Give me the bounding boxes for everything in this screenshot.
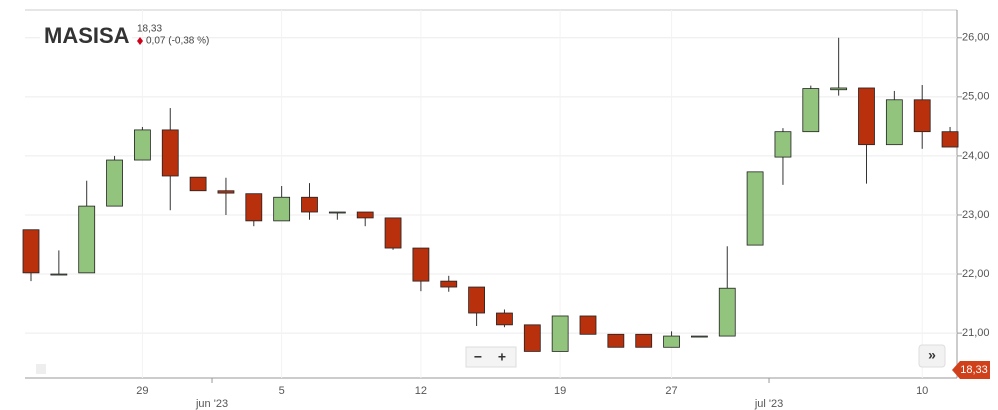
candle-body — [830, 87, 848, 91]
candle-body — [774, 131, 792, 158]
candle-body — [496, 312, 513, 326]
candle-body — [663, 335, 680, 348]
candle-body — [384, 217, 402, 249]
chart-title: MASISA — [44, 23, 130, 48]
candle-body — [523, 324, 541, 352]
candle-body — [245, 193, 263, 222]
last-price-tag — [952, 361, 990, 379]
x-tick-label: 27 — [665, 385, 677, 397]
x-tick-label: 5 — [279, 385, 285, 397]
zoom-controls[interactable] — [465, 346, 517, 368]
candle-body — [217, 190, 235, 194]
candle-body — [885, 99, 903, 146]
corner-handle — [36, 364, 46, 374]
month-label: jun '23 — [195, 398, 228, 410]
candle-body — [356, 211, 374, 219]
candle-body — [106, 159, 123, 207]
candle-body — [468, 286, 486, 314]
x-tick-label: 29 — [136, 385, 148, 397]
candle-body — [858, 87, 875, 146]
candle-body — [802, 88, 820, 133]
zoom-out[interactable]: − — [474, 349, 482, 365]
candle-body — [189, 176, 207, 192]
change: 0,07 (-0,38 %) — [146, 36, 209, 47]
scroll-button[interactable] — [918, 344, 946, 368]
y-tick-label: 24,00 — [962, 150, 990, 162]
candle-body — [133, 129, 151, 161]
month-label: jul '23 — [754, 398, 783, 410]
change-icon — [137, 37, 143, 45]
candle-body — [301, 196, 318, 213]
candle-body — [273, 196, 291, 222]
y-tick-label: 26,00 — [962, 32, 990, 44]
candle-body — [691, 335, 708, 338]
candle-body — [412, 247, 430, 282]
y-tick-label: 23,00 — [962, 209, 990, 221]
title-bg — [40, 20, 132, 52]
price: 18,33 — [137, 24, 162, 35]
candle-body — [941, 131, 959, 148]
candle-body — [579, 315, 597, 335]
candle-body — [607, 333, 625, 348]
candle-body — [50, 273, 68, 276]
candle-body — [161, 129, 179, 177]
candle-body — [746, 171, 764, 246]
candle-body — [78, 205, 96, 274]
candle-body — [22, 229, 40, 274]
last-price: 18,33 — [960, 364, 988, 376]
candle-body — [551, 315, 569, 352]
candle-body — [440, 280, 458, 288]
y-tick-label: 25,00 — [962, 91, 990, 103]
candle-body — [718, 287, 736, 337]
x-tick-label: 12 — [415, 385, 427, 397]
candle-body — [635, 333, 653, 348]
y-tick-label: 22,00 — [962, 268, 990, 280]
x-tick-label: 10 — [916, 385, 928, 397]
candle-body — [913, 99, 931, 133]
candle-body — [328, 211, 346, 214]
scroll-icon[interactable]: » — [928, 347, 936, 363]
y-tick-label: 21,00 — [962, 327, 990, 339]
zoom-in[interactable]: + — [498, 349, 506, 365]
x-tick-label: 19 — [554, 385, 566, 397]
